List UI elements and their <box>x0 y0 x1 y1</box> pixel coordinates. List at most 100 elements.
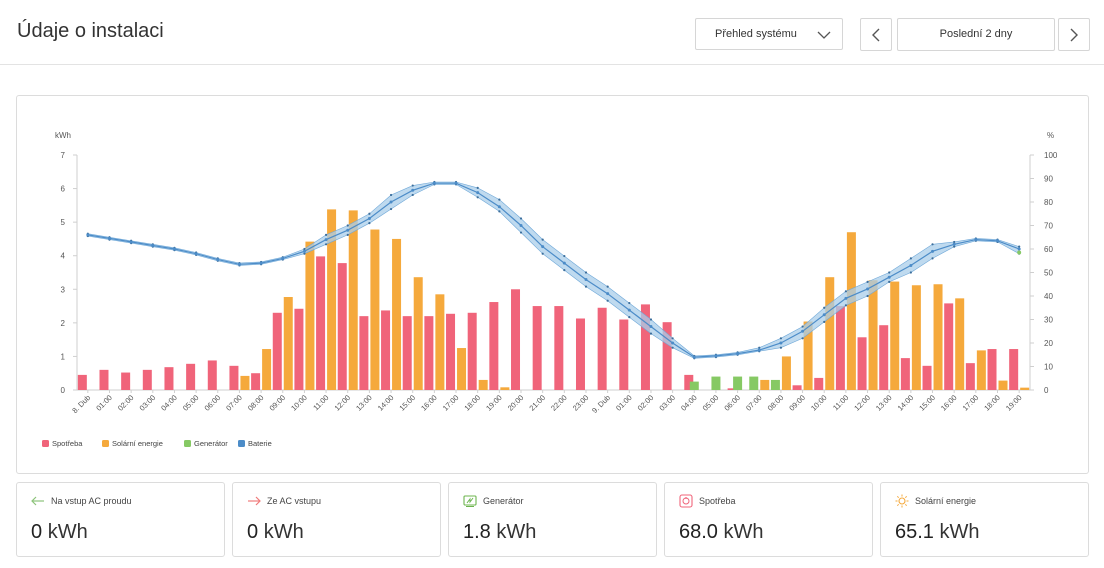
solar-bar <box>955 298 965 390</box>
battery-min-point <box>606 299 609 302</box>
period-selector[interactable]: Poslední 2 dny <box>897 18 1055 51</box>
y2-tick-label: 100 <box>1044 151 1058 160</box>
x-tick-label: 19:00 <box>484 393 504 413</box>
stat-card-to-ac-input: Na vstup AC proudu 0 kWh <box>16 482 225 557</box>
consumption-bar <box>164 367 174 390</box>
consumption-bar <box>879 325 889 390</box>
x-tick-label: 01:00 <box>614 393 634 413</box>
generator-bar <box>711 376 721 390</box>
consumption-bar <box>424 316 434 390</box>
consumption-bar <box>77 374 87 390</box>
y-tick-label: 4 <box>61 252 66 261</box>
battery-min-point <box>324 243 328 246</box>
y-tick-label: 1 <box>61 352 66 361</box>
battery-point <box>736 352 740 356</box>
battery-max-point <box>541 238 544 241</box>
consumption-bar <box>944 303 954 390</box>
stat-label: Solární energie <box>915 496 977 506</box>
battery-point <box>194 252 198 256</box>
x-tick-label: 23:00 <box>571 393 591 413</box>
y2-tick-label: 50 <box>1044 269 1053 278</box>
legend-swatch <box>42 440 49 447</box>
consumption-bar <box>835 306 845 390</box>
x-tick-label: 02:00 <box>636 393 656 413</box>
battery-max-line <box>87 181 1020 357</box>
x-tick-label: 03:00 <box>657 393 677 413</box>
battery-min-point <box>953 245 956 248</box>
consumption-bar <box>987 349 997 390</box>
legend-swatch <box>184 440 191 447</box>
battery-point <box>952 242 956 246</box>
chevron-right-icon <box>1070 28 1078 42</box>
battery-point <box>844 296 848 300</box>
y-tick-label: 7 <box>61 151 66 160</box>
x-tick-label: 17:00 <box>961 393 981 413</box>
y2-tick-label: 40 <box>1044 292 1053 301</box>
legend-label: Solární energie <box>112 439 163 448</box>
battery-min-point <box>476 196 479 199</box>
right-axis-label: % <box>1047 131 1054 140</box>
x-tick-label: 04:00 <box>679 393 699 413</box>
view-select[interactable]: Přehled systému <box>695 18 843 50</box>
battery-max-point <box>758 346 761 349</box>
x-tick-label: 02:00 <box>116 393 136 413</box>
y-tick-label: 3 <box>61 285 66 294</box>
battery-point <box>692 355 696 359</box>
consumption-bar <box>142 369 152 390</box>
x-tick-label: 16:00 <box>939 393 959 413</box>
battery-point <box>367 216 371 220</box>
generator-bar <box>689 381 699 390</box>
stat-unit: kWh <box>263 521 304 543</box>
consumption-bar <box>446 313 456 390</box>
y2-tick-label: 70 <box>1044 222 1053 231</box>
x-tick-label: 21:00 <box>527 393 547 413</box>
x-tick-label: 18:00 <box>462 393 482 413</box>
page-title: Údaje o instalaci <box>17 20 164 42</box>
x-tick-label: 03:00 <box>138 393 158 413</box>
battery-min-point <box>541 252 544 255</box>
stat-unit: kWh <box>496 521 537 543</box>
consumption-bar <box>857 337 867 390</box>
consumption-bar <box>381 310 391 390</box>
stat-value: 65.1 kWh <box>895 521 980 544</box>
battery-point <box>432 181 436 185</box>
y-tick-label: 0 <box>61 386 66 395</box>
next-period-button[interactable] <box>1058 18 1090 51</box>
x-tick-label: 14:00 <box>376 393 396 413</box>
battery-point <box>324 238 328 242</box>
battery-max-point <box>476 186 479 189</box>
stat-value: 0 kWh <box>247 521 304 544</box>
left-axis-label: kWh <box>55 131 71 140</box>
y2-tick-label: 80 <box>1044 198 1053 207</box>
y-tick-label: 5 <box>61 218 66 227</box>
consumption-bar <box>99 369 109 390</box>
battery-point <box>259 261 263 265</box>
battery-max-point <box>563 254 566 258</box>
battery-max-point <box>844 290 847 293</box>
battery-max-point <box>779 337 783 340</box>
battery-min-point <box>584 285 588 288</box>
x-tick-label: 09:00 <box>787 393 807 413</box>
chevron-left-icon <box>872 28 880 42</box>
battery-min-point <box>909 271 912 274</box>
battery-max-point <box>801 325 804 328</box>
x-tick-label: 05:00 <box>181 393 201 413</box>
solar-bar <box>305 241 315 390</box>
battery-max-point <box>1018 245 1021 248</box>
legend-label: Baterie <box>248 439 272 448</box>
consumption-bar <box>575 318 585 390</box>
solar-bar <box>348 210 358 390</box>
battery-max-point <box>909 257 912 260</box>
battery-point <box>86 233 90 237</box>
battery-point <box>1017 247 1021 251</box>
solar-bar <box>500 387 510 390</box>
sun-icon <box>895 494 909 508</box>
battery-max-point <box>389 193 393 197</box>
generator-bar <box>733 376 743 390</box>
battery-min-point <box>519 231 523 234</box>
battery-max-point <box>498 198 501 201</box>
battery-max-point <box>866 280 869 283</box>
stat-number: 1.8 <box>463 521 491 543</box>
previous-period-button[interactable] <box>860 18 892 51</box>
